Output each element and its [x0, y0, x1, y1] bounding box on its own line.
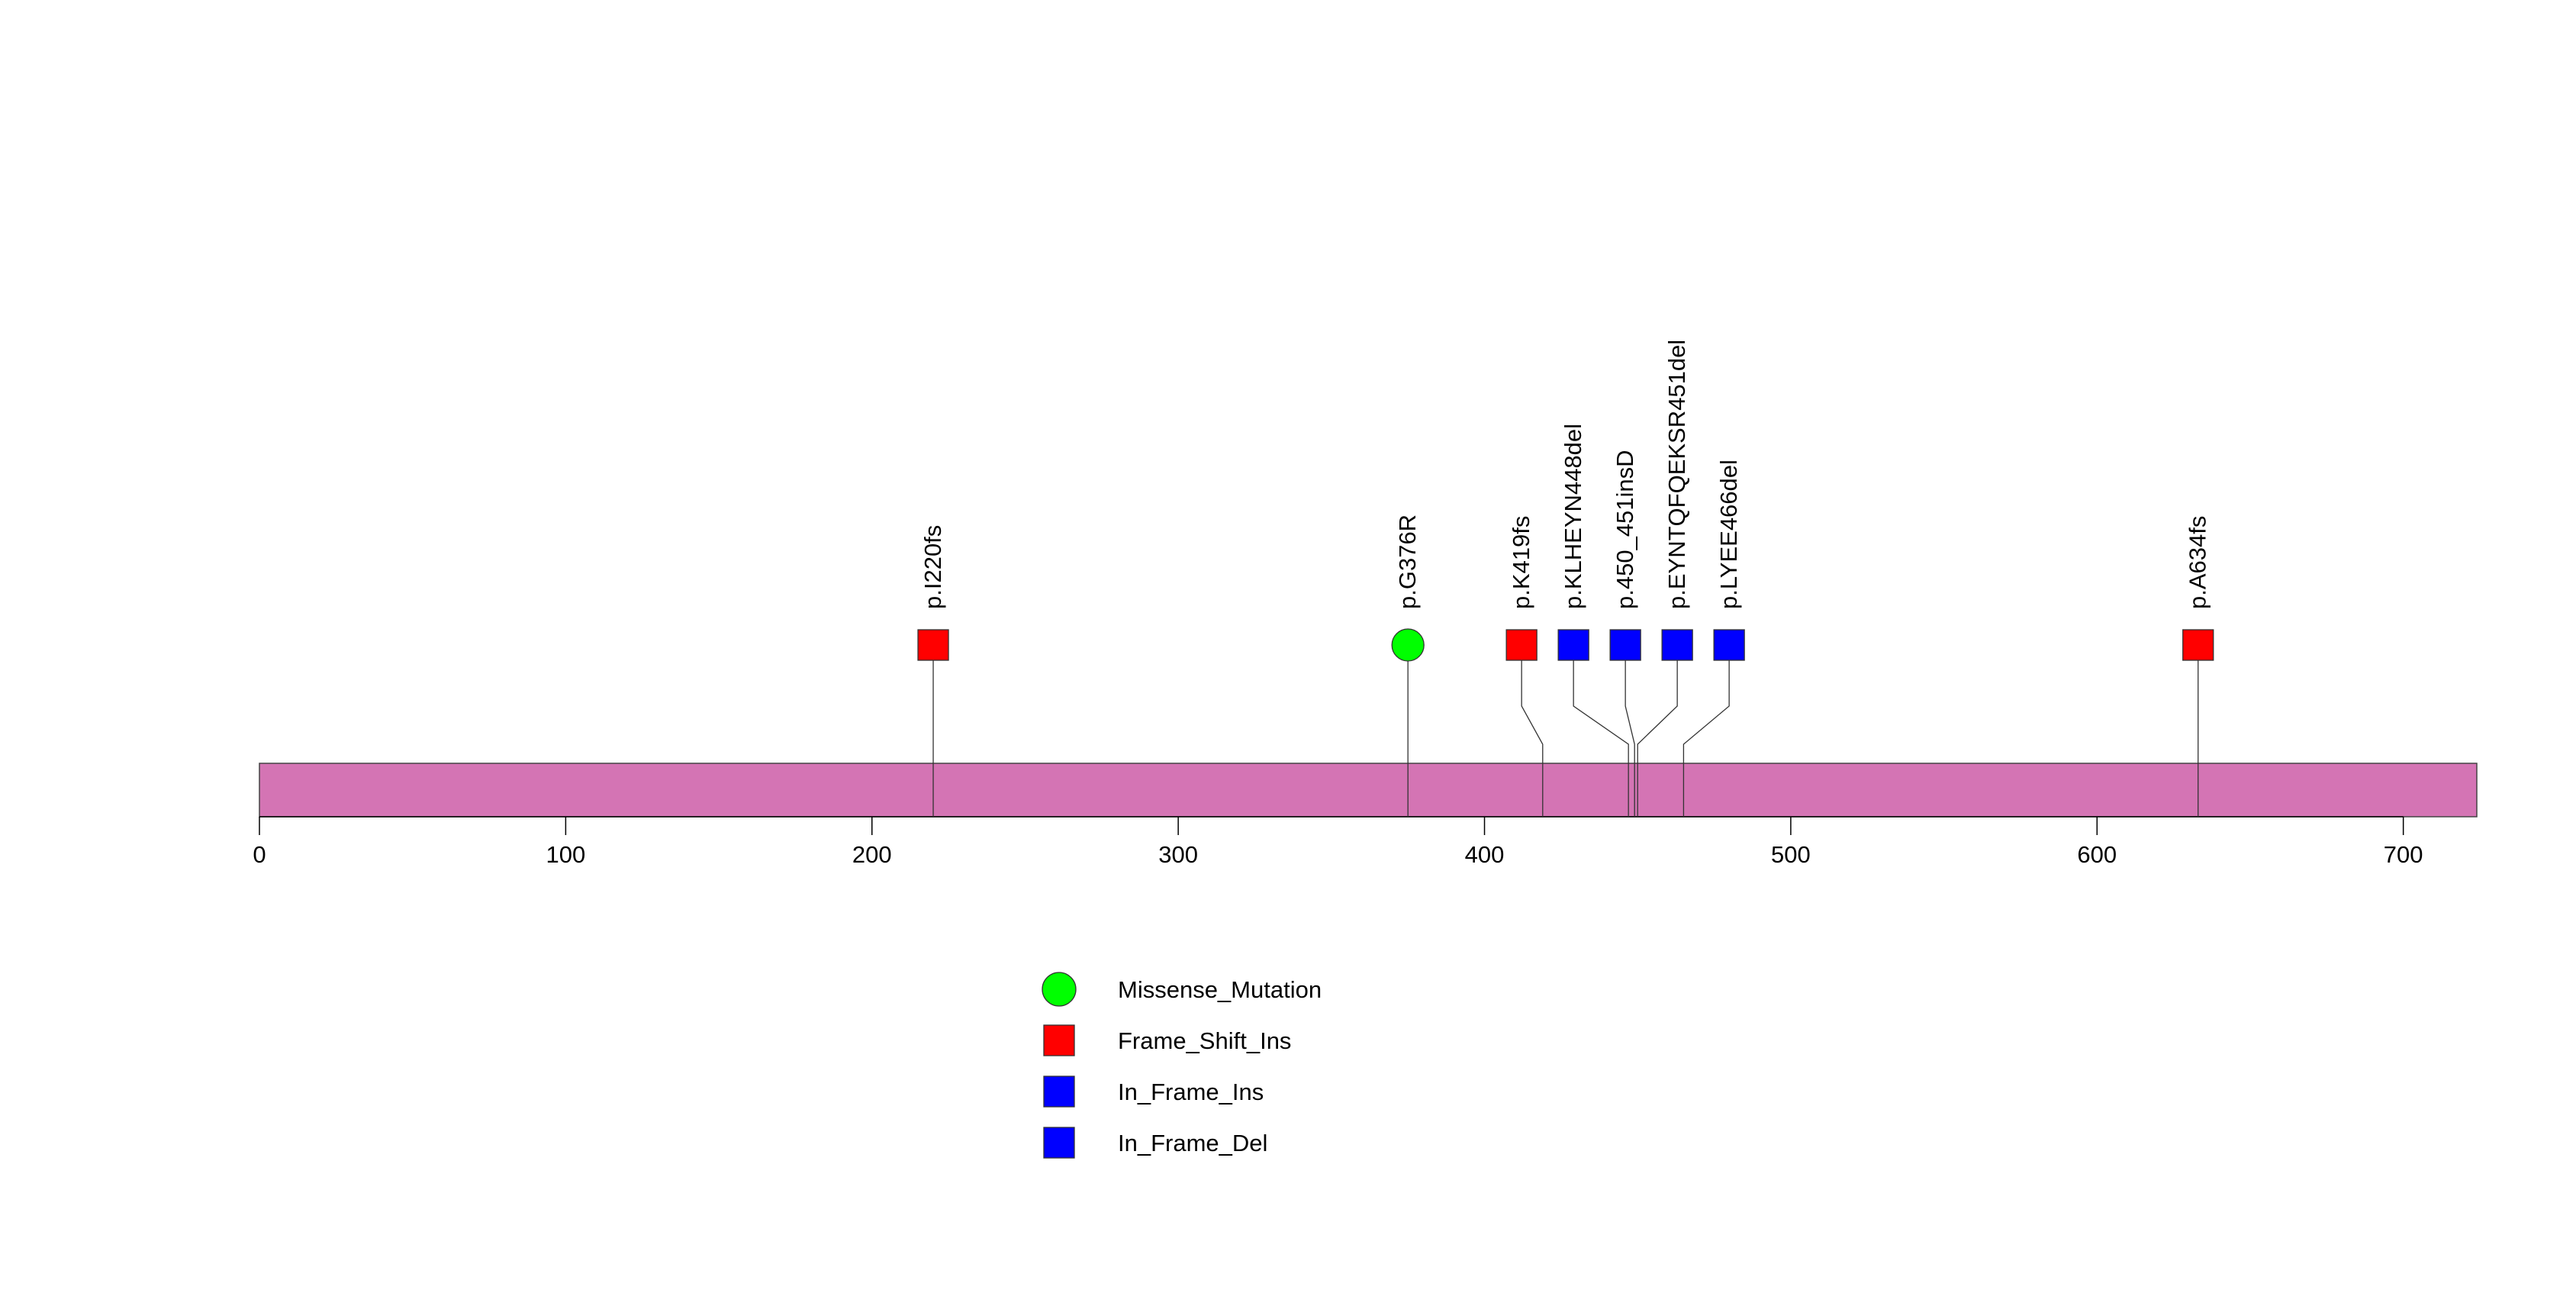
x-tick-label: 500 — [1771, 841, 1811, 868]
legend-label: Frame_Shift_Ins — [1118, 1027, 1291, 1054]
mutation-connector — [1682, 660, 1730, 817]
mutation-label: p.I220fs — [919, 525, 946, 609]
legend-square-swatch — [1043, 1076, 1075, 1108]
x-tick-label: 400 — [1465, 841, 1505, 868]
x-tick-label: 300 — [1158, 841, 1198, 868]
legend-square-swatch — [1043, 1127, 1075, 1159]
mutation-label: p.LYEE466del — [1715, 460, 1742, 609]
legend-label: In_Frame_Del — [1118, 1130, 1267, 1156]
mutation-label: p.A634fs — [2185, 516, 2211, 609]
x-tick-label: 700 — [2384, 841, 2423, 868]
mutation-marker — [1557, 629, 1589, 661]
mutation-marker — [1609, 629, 1641, 661]
mutation-marker — [1661, 629, 1693, 661]
mutation-marker — [2182, 629, 2214, 661]
mutation-label: p.KLHEYN448del — [1560, 424, 1586, 609]
mutation-label: p.K419fs — [1508, 516, 1534, 609]
mutation-marker — [1505, 629, 1538, 661]
legend-label: In_Frame_Ins — [1118, 1079, 1264, 1105]
mutation-connector — [1637, 660, 1678, 817]
missense-marker — [1391, 628, 1425, 662]
legend-square-swatch — [1043, 1024, 1075, 1056]
legend-label: Missense_Mutation — [1118, 976, 1322, 1003]
mutation-marker — [917, 629, 949, 661]
x-tick-label: 600 — [2077, 841, 2117, 868]
x-tick-label: 200 — [852, 841, 892, 868]
legend-circle-swatch — [1042, 972, 1077, 1007]
x-tick-label: 0 — [253, 841, 266, 868]
mutation-label: p.G376R — [1394, 514, 1421, 609]
mutation-label: p.450_451insD — [1612, 450, 1638, 609]
protein-bar — [259, 763, 2478, 818]
mutation-marker — [1713, 629, 1745, 661]
mutation-connector — [1573, 660, 1629, 817]
mutation-connector — [1521, 660, 1544, 817]
mutation-connector — [1624, 660, 1635, 817]
x-tick-label: 100 — [546, 841, 586, 868]
mutation-label: p.EYNTQFQEKSR451del — [1663, 340, 1690, 609]
